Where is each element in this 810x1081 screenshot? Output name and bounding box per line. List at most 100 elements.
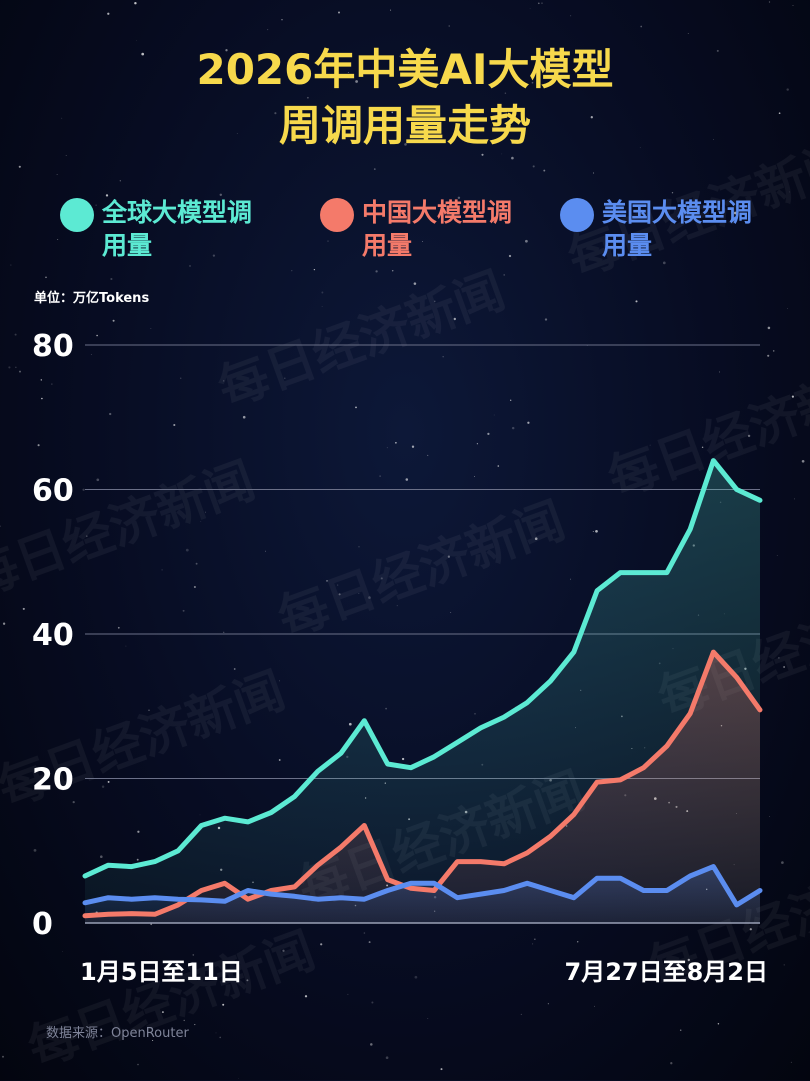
star xyxy=(238,1078,239,1079)
star xyxy=(110,277,113,281)
star xyxy=(161,569,163,571)
star xyxy=(337,584,339,586)
star xyxy=(447,555,451,558)
star xyxy=(510,399,512,401)
star xyxy=(781,861,784,864)
star xyxy=(304,995,308,998)
star xyxy=(278,759,281,761)
star xyxy=(786,88,789,91)
star xyxy=(792,5,794,7)
x-tick-last: 7月27日至8月2日 xyxy=(564,958,769,986)
star xyxy=(783,666,785,668)
star xyxy=(421,240,423,242)
source-note: 数据来源：OpenRouter xyxy=(46,1026,189,1041)
star xyxy=(347,72,349,74)
star xyxy=(368,596,371,599)
star xyxy=(595,529,598,533)
star xyxy=(577,941,579,943)
star xyxy=(395,441,397,444)
star xyxy=(537,2,540,5)
area-us xyxy=(85,866,760,923)
star xyxy=(125,645,127,647)
star xyxy=(15,366,17,368)
star xyxy=(150,923,153,926)
star xyxy=(0,525,1,527)
star xyxy=(531,81,534,84)
star xyxy=(391,111,394,114)
star xyxy=(448,25,450,27)
star xyxy=(161,1011,164,1014)
star xyxy=(776,555,778,556)
star xyxy=(96,478,100,482)
star xyxy=(413,282,417,285)
star xyxy=(466,205,469,208)
legend-label-global: 全球大模型调用量 xyxy=(102,198,253,260)
star xyxy=(182,609,185,612)
star xyxy=(769,816,771,818)
star xyxy=(236,133,238,134)
star xyxy=(778,112,781,115)
star xyxy=(525,239,528,243)
star xyxy=(205,511,206,513)
star xyxy=(215,1032,217,1034)
star xyxy=(457,196,461,200)
star xyxy=(547,1003,549,1005)
star xyxy=(399,55,401,57)
star xyxy=(72,800,75,804)
star xyxy=(701,446,704,449)
star xyxy=(57,239,59,240)
star xyxy=(338,593,341,596)
star xyxy=(150,328,152,329)
star xyxy=(791,395,794,398)
legend-marker-global xyxy=(60,198,94,232)
star xyxy=(493,414,495,416)
star xyxy=(137,830,140,833)
star xyxy=(274,112,277,115)
star xyxy=(511,426,515,430)
star xyxy=(223,631,225,633)
star xyxy=(117,626,120,629)
star xyxy=(747,434,751,438)
title-line-1: 2026年中美AI大模型 xyxy=(196,45,614,94)
star xyxy=(716,49,719,52)
star xyxy=(10,264,12,266)
y-tick-label: 60 xyxy=(32,474,74,509)
star xyxy=(219,1036,221,1039)
star xyxy=(37,444,40,447)
star xyxy=(321,306,323,307)
chart-title: 2026年中美AI大模型 周调用量走势 xyxy=(0,42,810,154)
star xyxy=(487,432,490,436)
star xyxy=(450,612,452,613)
star xyxy=(801,459,805,463)
star xyxy=(101,785,105,789)
star xyxy=(434,300,436,302)
star xyxy=(639,147,641,149)
star xyxy=(590,116,593,119)
star xyxy=(355,406,357,409)
star xyxy=(90,353,92,355)
star xyxy=(40,379,42,381)
star xyxy=(662,261,666,265)
star xyxy=(212,254,216,257)
star xyxy=(82,488,85,491)
y-tick-label: 0 xyxy=(32,907,53,942)
star xyxy=(199,814,201,816)
star xyxy=(790,1061,792,1063)
x-tick-first: 1月5日至11日 xyxy=(80,958,243,986)
star xyxy=(246,979,249,982)
star xyxy=(62,951,63,952)
star xyxy=(370,1043,373,1046)
star xyxy=(105,194,109,197)
star xyxy=(8,366,11,369)
star xyxy=(200,521,202,522)
star xyxy=(148,709,150,711)
star xyxy=(718,371,721,373)
star xyxy=(371,247,373,249)
star xyxy=(592,530,594,533)
star xyxy=(112,319,115,322)
star xyxy=(2,1055,4,1058)
star xyxy=(453,317,456,321)
star xyxy=(313,268,316,271)
star xyxy=(787,307,789,309)
star xyxy=(593,172,595,174)
